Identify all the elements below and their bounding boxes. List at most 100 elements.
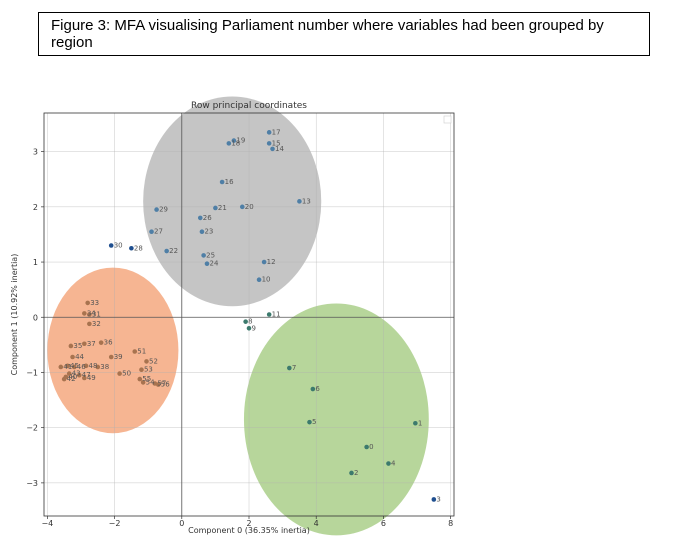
- point-label-41: 41: [63, 363, 72, 371]
- point-label-48: 48: [89, 362, 98, 370]
- point-24: [204, 261, 210, 267]
- point-label-10: 10: [262, 276, 271, 284]
- point-label-37: 37: [87, 340, 96, 348]
- x-tick-label: 2: [246, 519, 251, 528]
- point-45: [65, 363, 70, 369]
- point-label-54: 54: [146, 378, 155, 386]
- point-label-53: 53: [144, 366, 153, 374]
- point-13: [297, 199, 302, 204]
- point-6: [310, 386, 316, 392]
- point-label-9: 9: [252, 324, 256, 332]
- y-tick-label: 0: [33, 313, 38, 322]
- point-label-44: 44: [75, 353, 84, 361]
- cluster-ellipse-0: [143, 96, 322, 307]
- point-47: [76, 372, 82, 378]
- x-tick-label: −4: [41, 519, 53, 528]
- point-label-40: 40: [68, 373, 77, 381]
- point-17: [266, 130, 272, 135]
- cluster-ellipse-1: [47, 267, 179, 434]
- point-44: [70, 354, 75, 360]
- point-5: [307, 419, 312, 425]
- point-label-2: 2: [354, 469, 358, 477]
- cluster-ellipse-2: [243, 303, 429, 536]
- point-19: [231, 138, 237, 143]
- x-axis-title: Component 0 (36.35% inertia): [188, 526, 310, 535]
- point-53: [139, 367, 144, 373]
- point-label-20: 20: [245, 203, 254, 211]
- y-tick-label: 2: [33, 203, 38, 212]
- point-14: [270, 146, 275, 152]
- point-2: [349, 470, 354, 476]
- point-label-14: 14: [275, 145, 284, 153]
- point-4: [386, 461, 391, 466]
- x-tick-label: 6: [381, 519, 386, 528]
- point-label-5: 5: [312, 418, 316, 426]
- x-tick-label: 0: [179, 519, 184, 528]
- point-10: [256, 277, 262, 283]
- point-label-35: 35: [73, 342, 82, 350]
- point-label-39: 39: [114, 353, 123, 361]
- point-label-26: 26: [203, 214, 212, 222]
- point-18: [226, 141, 232, 146]
- point-label-47: 47: [82, 371, 91, 379]
- plot-frame: [43, 112, 455, 517]
- point-label-30: 30: [114, 241, 123, 249]
- point-label-24: 24: [209, 260, 218, 268]
- point-label-3: 3: [436, 495, 440, 503]
- point-36: [98, 340, 104, 345]
- point-label-7: 7: [292, 364, 296, 372]
- point-label-31: 31: [92, 311, 101, 319]
- point-label-49: 49: [87, 374, 96, 382]
- point-35: [68, 343, 74, 349]
- point-label-55: 55: [142, 375, 151, 383]
- point-55: [137, 376, 143, 382]
- figure-caption: Figure 3: MFA visualising Parliament num…: [51, 17, 604, 51]
- point-52: [144, 359, 149, 364]
- point-15: [266, 141, 272, 146]
- point-39: [108, 354, 114, 360]
- point-31: [87, 312, 92, 317]
- point-23: [199, 229, 205, 234]
- point-label-51: 51: [137, 347, 146, 355]
- point-28: [129, 245, 134, 251]
- point-label-32: 32: [92, 320, 101, 328]
- y-tick-label: −3: [26, 479, 38, 488]
- point-22: [164, 248, 169, 254]
- y-tick-label: −1: [26, 368, 38, 377]
- point-46: [71, 364, 77, 370]
- point-43: [66, 371, 72, 376]
- point-label-50: 50: [122, 370, 131, 378]
- legend-box-icon: [443, 115, 452, 124]
- point-12: [261, 259, 267, 265]
- point-29: [154, 207, 159, 212]
- point-37: [82, 341, 87, 347]
- point-label-43: 43: [72, 370, 81, 378]
- point-label-46: 46: [77, 363, 86, 371]
- point-label-23: 23: [204, 228, 213, 236]
- point-56: [155, 382, 161, 387]
- cluster-ellipses: [47, 96, 429, 536]
- point-label-57: 57: [157, 380, 166, 388]
- data-points: [58, 130, 437, 502]
- zero-lines: [44, 113, 454, 516]
- chart-title: Row principal coordinates: [191, 101, 307, 111]
- point-label-1: 1: [418, 419, 422, 427]
- x-tick-label: 8: [448, 519, 453, 528]
- point-54: [140, 380, 146, 385]
- point-label-36: 36: [104, 339, 113, 347]
- point-48: [83, 363, 89, 369]
- point-label-4: 4: [391, 460, 396, 468]
- point-9: [246, 326, 252, 331]
- x-tick-label: −2: [109, 519, 121, 528]
- x-tick-label: 4: [314, 519, 319, 528]
- point-label-34: 34: [87, 309, 96, 317]
- point-16: [219, 179, 225, 185]
- point-label-52: 52: [149, 357, 158, 365]
- point-32: [87, 321, 92, 327]
- figure-caption-box: Figure 3: MFA visualising Parliament num…: [38, 12, 650, 56]
- point-21: [213, 205, 218, 211]
- point-label-17: 17: [272, 128, 281, 136]
- point-11: [266, 312, 272, 317]
